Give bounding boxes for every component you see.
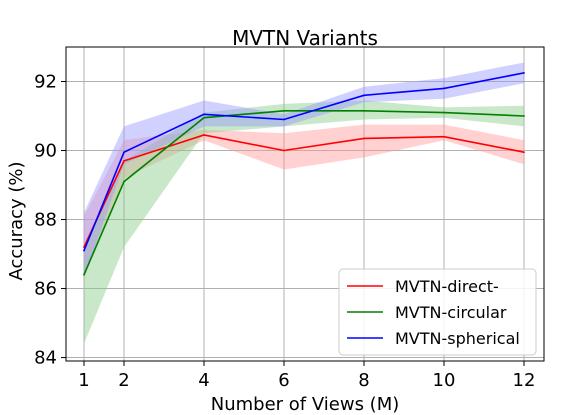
data-point (283, 109, 285, 112)
plot-frame (65, 46, 545, 362)
data-point (523, 71, 525, 74)
data-point (123, 159, 125, 162)
y-tick-label: 84 (34, 348, 57, 369)
data-point (523, 115, 525, 117)
data-point (443, 111, 445, 114)
data-point (523, 151, 525, 154)
x-tick-label: 8 (358, 370, 369, 391)
x-tick-label: 10 (433, 370, 456, 391)
x-tick-label: 4 (198, 370, 209, 391)
x-tick-label: 12 (513, 370, 536, 391)
data-point (83, 249, 85, 252)
data-point (203, 113, 205, 116)
data-point (363, 109, 365, 112)
data-point (203, 116, 205, 119)
data-point (123, 151, 125, 154)
legend-label-1: MVTN-circular (395, 303, 507, 322)
x-axis-label: Number of Views (M) (211, 394, 400, 415)
data-point (443, 135, 445, 138)
data-point (363, 137, 365, 140)
x-tick-label: 1 (78, 370, 89, 391)
data-point (203, 134, 205, 136)
data-point (443, 87, 445, 90)
confidence-band-0 (84, 124, 524, 279)
y-tick-label: 86 (34, 279, 57, 300)
legend-box (338, 268, 537, 356)
confidence-band-2 (84, 62, 524, 279)
chart-title: MVTN Variants (232, 26, 378, 50)
y-tick-label: 92 (34, 72, 57, 93)
legend: MVTN-direct- MVTN-circular MVTN-spherical (338, 268, 537, 356)
data-point (83, 273, 85, 276)
data-point (283, 149, 285, 152)
data-point (363, 94, 365, 97)
x-tick-label: 6 (278, 370, 289, 391)
legend-label-2: MVTN-spherical (395, 329, 520, 348)
y-tick-label: 88 (34, 210, 57, 231)
x-tick-label: 2 (118, 370, 129, 391)
legend-label-0: MVTN-direct- (395, 277, 499, 296)
y-tick-label: 90 (34, 141, 57, 162)
data-point (283, 118, 285, 121)
data-point (123, 180, 125, 183)
y-axis-label: Accuracy (%) (6, 161, 27, 280)
